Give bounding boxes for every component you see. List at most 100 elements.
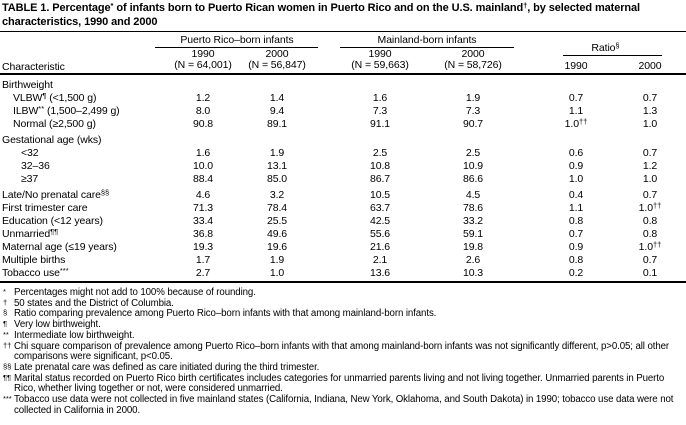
row-label: 32–36 <box>21 160 50 172</box>
group-underline-puerto-rico <box>155 46 318 49</box>
col-n: (N = 64,001) <box>174 59 232 72</box>
cell-value: 55.6 <box>369 228 391 240</box>
cell-value: 19.6 <box>266 241 288 253</box>
cell-value: 1.0†† <box>564 116 588 131</box>
cell-value: 0.4 <box>568 189 584 201</box>
footnote: * Percentages might not add to 100% becau… <box>2 287 683 299</box>
footnote: † 50 states and the District of Columbia. <box>2 298 683 310</box>
row-label: VLBW¶ (<1,500 g) <box>13 90 97 105</box>
col-header-ml-2000: 2000 (N = 58,726) <box>436 48 510 72</box>
footnote-text: Ratio comparing prevalence among Puerto … <box>14 308 437 320</box>
cell-value: 49.6 <box>266 228 288 240</box>
col-year: 1990 <box>191 47 215 60</box>
cell-value: 1.0†† <box>638 200 662 215</box>
cell-value: 1.0 <box>568 173 584 185</box>
row-label: Birthweight <box>2 79 53 91</box>
footnote-text: Very low birthweight. <box>14 319 101 331</box>
cell-value: 42.5 <box>369 215 391 227</box>
cell-value: 0.8 <box>568 215 584 227</box>
cell-value: 25.5 <box>266 215 288 227</box>
col-header-pr-2000: 2000 (N = 56,847) <box>240 47 314 72</box>
col-header-ml-1990: 1990 (N = 59,663) <box>343 47 417 72</box>
cell-value: 19.3 <box>192 241 214 253</box>
cell-value: 71.3 <box>192 202 214 214</box>
cell-value: 88.4 <box>192 173 214 185</box>
table-body: Birthweight VLBW¶ (<1,500 g) 1.2 1.4 1.6 1.9 0… <box>0 77 686 280</box>
cell-value: 3.2 <box>269 189 285 201</box>
cell-value: 33.4 <box>192 215 214 227</box>
cell-value: 4.5 <box>465 189 481 201</box>
footnote-text: Marital status recorded on Puerto Rico b… <box>14 372 665 395</box>
footnote: ¶¶ Marital status recorded on Puerto Rico… <box>2 372 683 395</box>
characteristic-header: Characteristic <box>2 60 65 73</box>
cell-value: 0.7 <box>642 147 658 159</box>
col-header-ratio-1990: 1990 <box>564 60 588 72</box>
cell-value: 59.1 <box>462 228 484 240</box>
row-label: Normal (≥2,500 g) <box>13 118 96 130</box>
cell-value: 0.7 <box>642 254 658 266</box>
table-row: Tobacco use*** 2.7 1.0 13.6 10.3 0.2 0.1 <box>0 265 686 280</box>
cell-value: 13.1 <box>266 160 288 172</box>
col-year: 1990 <box>368 47 392 60</box>
cell-value: 21.6 <box>369 241 391 253</box>
cell-value: 0.9 <box>568 241 584 253</box>
cell-value: 1.0 <box>642 118 658 130</box>
table-row: ILBW** (1,500–2,499 g) 8.0 9.4 7.3 7.3 1.1 1.3 <box>0 104 686 118</box>
table-row: Multiple births 1.7 1.9 2.1 2.6 0.8 0.7 <box>0 254 686 267</box>
footnote-marker: § <box>3 308 8 318</box>
row-label: Late/No prenatal care§§ <box>2 187 110 202</box>
cell-value: 0.7 <box>642 92 658 104</box>
cell-value: 0.1 <box>642 267 658 279</box>
row-label: Gestational age (wks) <box>2 134 102 146</box>
footnote: ¶ Very low birthweight. <box>2 319 683 331</box>
cell-value: 1.4 <box>269 92 285 104</box>
table-row: Maternal age (≤19 years) 19.3 19.6 21.6 19.8… <box>0 240 686 254</box>
row-label: First trimester care <box>2 202 88 214</box>
cell-value: 0.6 <box>568 147 584 159</box>
footnote-marker: ** <box>3 329 9 339</box>
footnote-text: Intermediate low birthweight. <box>14 329 135 341</box>
cell-value: 2.6 <box>465 254 481 266</box>
row-label: Multiple births <box>2 254 66 266</box>
footnotes: * Percentages might not add to 100% becau… <box>2 287 683 416</box>
cell-value: 2.1 <box>372 254 388 266</box>
row-label: Maternal age (≤19 years) <box>2 241 117 253</box>
cell-value: 1.6 <box>195 147 211 159</box>
table-group-row: Birthweight <box>0 79 686 92</box>
header-divider <box>0 72 686 76</box>
cell-value: 8.0 <box>195 105 211 117</box>
cell-value: 90.7 <box>462 118 484 130</box>
cell-value: 10.3 <box>462 267 484 279</box>
row-label: ≥37 <box>21 173 39 185</box>
col-header-ratio-2000: 2000 <box>638 60 662 72</box>
table-group-row: Gestational age (wks) <box>0 134 686 147</box>
cell-value: 13.6 <box>369 267 391 279</box>
footnote: ** Intermediate low birthweight. <box>2 329 683 342</box>
cell-value: 1.0 <box>642 173 658 185</box>
cell-value: 10.5 <box>369 189 391 201</box>
table-row: Late/No prenatal care§§ 4.6 3.2 10.5 4.5 0.4 0… <box>0 187 686 202</box>
col-header-pr-1990: 1990 (N = 64,001) <box>166 47 240 72</box>
table-row: Normal (≥2,500 g) 90.8 89.1 91.1 90.7 1.0†† 1.… <box>0 116 686 131</box>
cell-value: 0.8 <box>642 215 658 227</box>
footnote: § Ratio comparing prevalence among Puerto… <box>2 308 683 320</box>
title-divider <box>0 30 686 32</box>
cell-value: 0.7 <box>568 228 584 240</box>
row-label: Education (<12 years) <box>2 215 103 227</box>
table-bottom-divider <box>0 280 686 284</box>
table-row: Education (<12 years) 33.4 25.5 42.5 33.2 0.8… <box>0 215 686 228</box>
cell-value: 36.8 <box>192 228 214 240</box>
cell-value: 91.1 <box>369 118 391 130</box>
cell-value: 0.8 <box>642 228 658 240</box>
cell-value: 1.9 <box>269 254 285 266</box>
col-year: 2000 <box>265 47 289 60</box>
cell-value: 1.6 <box>372 92 388 104</box>
footnote: †† Chi square comparison of prevalence am… <box>2 341 683 363</box>
cell-value: 1.2 <box>195 92 211 104</box>
cell-value: 2.5 <box>465 147 481 159</box>
cell-value: 78.4 <box>266 202 288 214</box>
cell-value: 0.9 <box>568 160 584 172</box>
row-label: Tobacco use*** <box>2 265 69 280</box>
cell-value: 1.9 <box>269 147 285 159</box>
cell-value: 7.3 <box>372 105 388 117</box>
